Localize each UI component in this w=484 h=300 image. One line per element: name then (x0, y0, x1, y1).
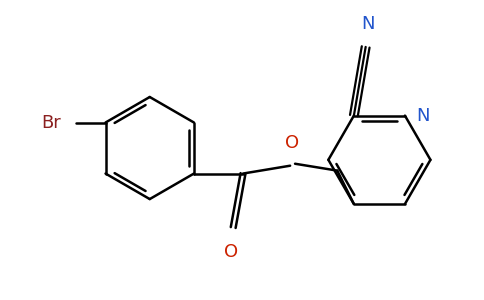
Text: Br: Br (42, 113, 61, 131)
Text: N: N (361, 15, 375, 33)
Text: O: O (224, 243, 238, 261)
Text: O: O (285, 134, 299, 152)
Text: N: N (417, 106, 430, 124)
